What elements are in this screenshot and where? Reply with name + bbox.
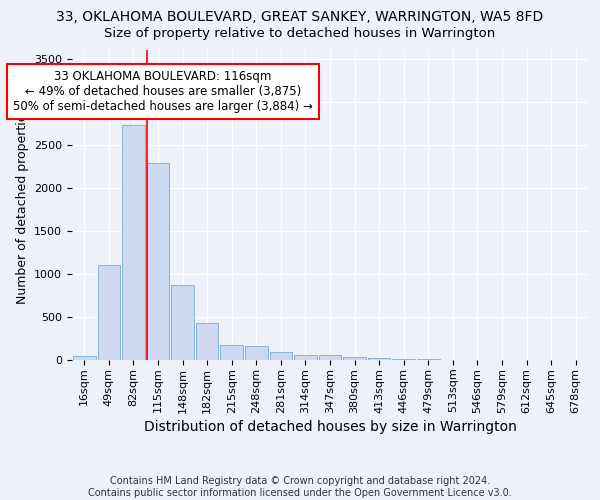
Bar	[220, 345, 243, 360]
Bar	[417, 359, 440, 360]
Bar	[73, 356, 95, 360]
Bar	[146, 163, 169, 360]
Bar	[196, 323, 218, 360]
Y-axis label: Number of detached properties: Number of detached properties	[16, 106, 29, 304]
Bar	[122, 125, 145, 360]
X-axis label: Distribution of detached houses by size in Warrington: Distribution of detached houses by size …	[143, 420, 517, 434]
Text: Size of property relative to detached houses in Warrington: Size of property relative to detached ho…	[104, 28, 496, 40]
Bar	[343, 358, 366, 360]
Bar	[294, 355, 317, 360]
Bar	[368, 358, 391, 360]
Bar	[171, 284, 194, 360]
Text: 33, OKLAHOMA BOULEVARD, GREAT SANKEY, WARRINGTON, WA5 8FD: 33, OKLAHOMA BOULEVARD, GREAT SANKEY, WA…	[56, 10, 544, 24]
Bar	[98, 266, 120, 360]
Bar	[392, 358, 415, 360]
Bar	[319, 356, 341, 360]
Text: Contains HM Land Registry data © Crown copyright and database right 2024.
Contai: Contains HM Land Registry data © Crown c…	[88, 476, 512, 498]
Bar	[245, 346, 268, 360]
Bar	[269, 352, 292, 360]
Text: 33 OKLAHOMA BOULEVARD: 116sqm
← 49% of detached houses are smaller (3,875)
50% o: 33 OKLAHOMA BOULEVARD: 116sqm ← 49% of d…	[13, 70, 313, 113]
